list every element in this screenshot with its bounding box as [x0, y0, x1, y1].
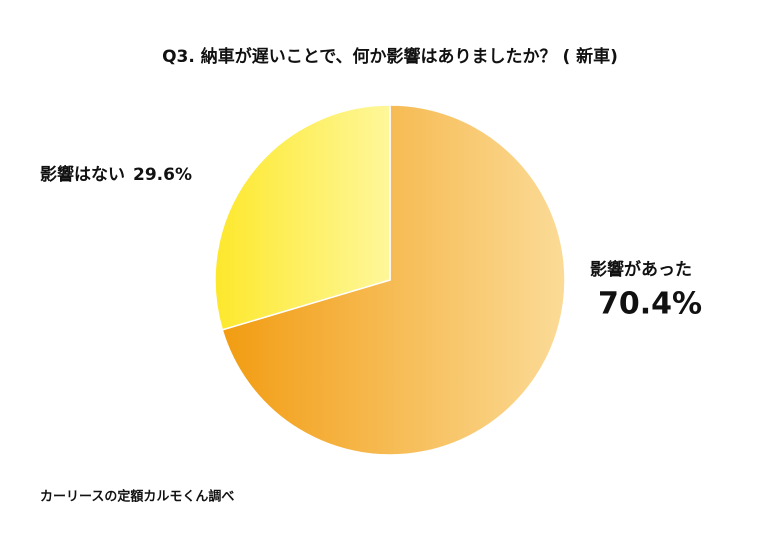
slice-label: 影響はない: [40, 164, 125, 185]
slice-label-group: 影響はない 29.6%: [40, 164, 192, 185]
pie-slice: [214, 104, 391, 331]
source-note: カーリースの定額カルモくん調べ: [40, 489, 234, 505]
pie-slice: [221, 104, 566, 456]
slice-label: 影響があった: [590, 259, 692, 280]
chart-title: Q3. 納車が遅いことで、何か影響はありましたか？ ( 新車): [162, 46, 618, 67]
slice-value-label: 29.6%: [133, 165, 192, 185]
slice-value-label: 70.4%: [598, 287, 702, 322]
